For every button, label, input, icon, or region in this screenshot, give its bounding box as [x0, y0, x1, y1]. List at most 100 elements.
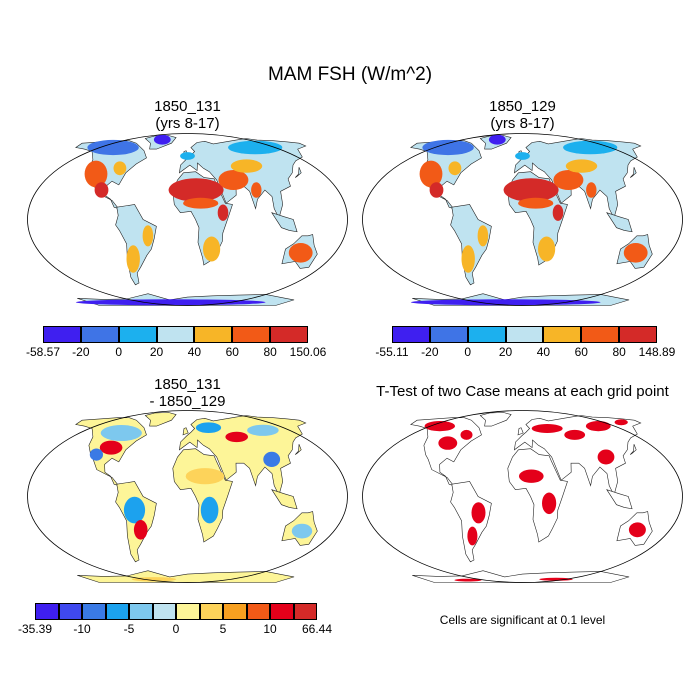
map-1-sahara — [168, 178, 224, 202]
colorbar-3-box-4 — [129, 603, 153, 620]
map-4-indonesia — [606, 489, 633, 510]
colorbar-3-label-0: -35.39 — [17, 622, 53, 636]
colorbar-3-label-2: -5 — [123, 622, 135, 636]
map-4-significant-cell-3 — [471, 502, 486, 524]
map-4-outline — [362, 410, 683, 583]
colorbar-2-label-7: 148.89 — [638, 345, 676, 359]
panel-3-title: 1850_131 - 1850_129 — [25, 376, 350, 410]
map-2-indonesia — [606, 212, 633, 233]
map-2-brazil-east — [477, 225, 489, 247]
map-2-central-asia — [565, 159, 598, 173]
map-1-antarctica-cold — [75, 299, 266, 306]
map-3-russia-diff — [195, 422, 222, 433]
map-1-southAmerica — [115, 204, 157, 286]
map-2-greenland-cold — [488, 134, 506, 145]
map-2-argentina — [461, 245, 475, 273]
map-1-eastern-us — [113, 161, 127, 176]
map-1-siberia — [228, 140, 283, 155]
map-panel-2 — [362, 133, 683, 306]
map-4-significant-cell-5 — [519, 469, 544, 483]
map-4-significant-cell-9 — [585, 421, 611, 432]
map-4-significant-cell-13 — [539, 577, 573, 581]
map-3-southwest-diff — [89, 448, 103, 461]
colorbar-1-box-5 — [232, 326, 271, 343]
map-2-australia-interior — [623, 243, 648, 263]
map-4-japan — [629, 444, 637, 455]
colorbar-2-label-3: 20 — [498, 345, 513, 359]
map-3-greenland — [144, 412, 177, 427]
map-1-india — [251, 182, 262, 198]
panel-3-title-line2: - 1850_129 — [149, 393, 226, 410]
colorbar-3-label-4: 5 — [219, 622, 227, 636]
map-4-significant-cell-7 — [531, 424, 563, 433]
map-1-horn-of-africa — [217, 204, 229, 221]
map-3-siberia-diff — [247, 424, 279, 436]
map-1-western-us-hot — [84, 160, 108, 188]
colorbar-2-label-2: 0 — [464, 345, 472, 359]
colorbar-2-box-1 — [429, 326, 468, 343]
map-1-europe — [180, 152, 195, 160]
map-1-sahel — [183, 197, 219, 209]
colorbar-2-label-5: 60 — [574, 345, 588, 359]
map-4-significant-cell-4 — [467, 526, 478, 546]
colorbar-1-label-0: -58.57 — [25, 345, 61, 359]
colorbar-3-label-6: 66.44 — [301, 622, 333, 636]
map-4-uk — [517, 427, 524, 436]
map-1-central-asia — [230, 159, 263, 173]
map-1-japan — [294, 167, 302, 178]
colorbar-panel-1: -58.57 -20 0 20 40 60 80 150.06 — [26, 326, 326, 359]
map-3-outline — [27, 410, 348, 583]
map-3-uk — [182, 427, 189, 436]
map-3-eurasia — [179, 415, 307, 496]
map-4-significant-cell-6 — [542, 492, 557, 515]
map-3-canada-diff — [100, 425, 142, 441]
map-4-significant-cell-0 — [424, 421, 455, 432]
map-2-sahara — [503, 178, 559, 202]
map-1-argentina — [126, 245, 140, 273]
map-2-northAmerica — [410, 140, 482, 210]
map-2-horn-of-africa — [552, 204, 564, 221]
colorbar-2-box-2 — [467, 326, 506, 343]
figure-title: MAM FSH (W/m^2) — [267, 64, 433, 85]
panel-1-title-line1: 1850_131 — [154, 98, 221, 115]
map-panel-1 — [27, 133, 348, 306]
map-panel-3 — [27, 410, 348, 583]
panel-1-title-line2: (yrs 8-17) — [155, 115, 220, 132]
map-2-western-us-hot — [419, 160, 443, 188]
colorbar-1-label-3: 20 — [149, 345, 164, 359]
colorbar-3-box-10 — [270, 603, 294, 620]
colorbar-1-label-1: -20 — [72, 345, 90, 359]
map-3-amazon-diff — [123, 496, 146, 524]
panel-2-title-line2: (yrs 8-17) — [490, 115, 555, 132]
significance-note: Cells are significant at 0.1 level — [439, 613, 606, 627]
colorbar-3-box-5 — [152, 603, 176, 620]
colorbar-2-box-4 — [543, 326, 582, 343]
map-1-greenland-cold — [153, 134, 171, 145]
map-1-outline — [27, 133, 348, 306]
map-3-sahel-diff — [185, 468, 225, 485]
colorbar-3-box-9 — [246, 603, 270, 620]
colorbar-2-label-6: 80 — [612, 345, 626, 359]
panel-2-title-line1: 1850_129 — [489, 98, 556, 115]
map-2-india — [586, 182, 597, 198]
map-2-eastern-us — [448, 161, 462, 176]
map-2-europe — [515, 152, 530, 160]
colorbar-panel-3: -35.39 -10 -5 0 5 10 66.44 — [18, 603, 332, 636]
colorbar-3-box-1 — [58, 603, 82, 620]
map-2-antarctica-cold — [410, 299, 601, 306]
colorbar-1-label-2: 0 — [115, 345, 123, 359]
map-1-indonesia — [271, 212, 298, 233]
panel-4-title-line1: T-Test of two Case means at each grid po… — [376, 383, 669, 400]
colorbar-1-box-4 — [194, 326, 233, 343]
colorbar-3-box-3 — [105, 603, 129, 620]
panel-3-title-line1: 1850_131 — [154, 376, 221, 393]
map-3-kazakh-diff — [225, 431, 248, 443]
map-4-significant-cell-11 — [628, 522, 646, 538]
map-4-significant-cell-1 — [438, 436, 458, 450]
colorbar-1-label-5: 60 — [225, 345, 239, 359]
map-1-northAmerica — [75, 140, 147, 210]
colorbar-1-box-0 — [43, 326, 81, 343]
map-3-indonesia — [271, 489, 298, 510]
map-1-australia-interior — [288, 243, 313, 263]
map-4-significant-cell-2 — [460, 429, 473, 440]
